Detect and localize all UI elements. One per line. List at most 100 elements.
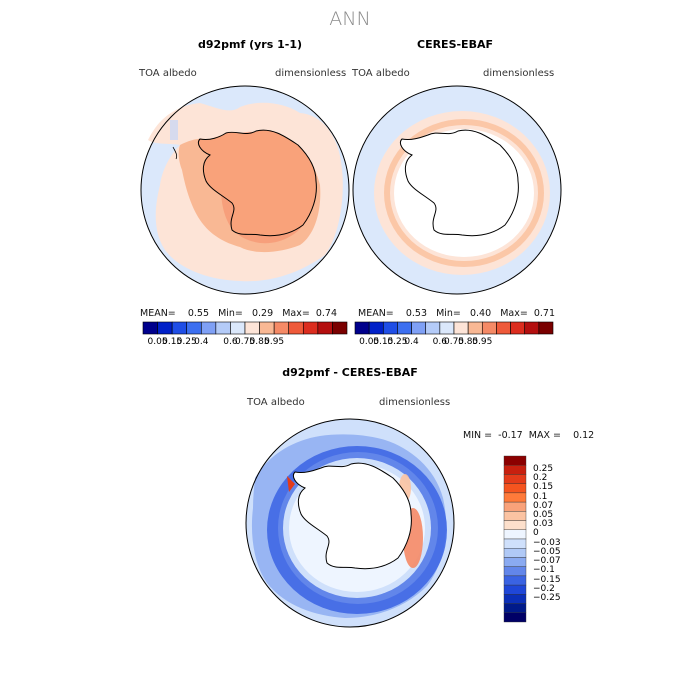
diff-max-value: 0.12 bbox=[573, 430, 595, 441]
panel1-colorbar-ticks: 0.05 0.15 0.25 0.4 0.6 0.75 0.85 0.95 bbox=[143, 337, 347, 349]
colorbar-swatch bbox=[259, 321, 275, 335]
diff-colorbar-tick-label: −0.25 bbox=[533, 592, 561, 603]
colorbar-swatch bbox=[215, 321, 231, 335]
colorbar-swatch bbox=[354, 321, 370, 335]
colorbar-swatch bbox=[538, 321, 554, 335]
panel1-colorbar bbox=[142, 321, 348, 335]
colorbar-swatch bbox=[200, 321, 217, 335]
diff-panel-title: d92pmf - CERES-EBAF bbox=[282, 366, 418, 379]
colorbar-swatch bbox=[524, 321, 540, 335]
diff-colorbar-tick-label: 0.15 bbox=[533, 482, 554, 493]
colorbar-tick-label: 0.85 bbox=[249, 337, 270, 347]
colorbar-swatch bbox=[186, 321, 202, 335]
panel1-max-label: Max= bbox=[282, 308, 310, 319]
panel2-min-value: 0.40 bbox=[469, 308, 492, 319]
panel2-max-value: 0.71 bbox=[533, 308, 555, 319]
colorbar-swatch bbox=[288, 321, 304, 335]
colorbar-tick-label: 0.15 bbox=[373, 337, 394, 347]
panel2-units-label: dimensionless bbox=[483, 68, 555, 79]
diff-colorbar-swatch bbox=[503, 501, 527, 512]
colorbar-tick-label: 0.4 bbox=[194, 337, 209, 347]
colorbar-tick-label: 0.75 bbox=[443, 337, 465, 347]
diff-colorbar-swatch bbox=[503, 529, 527, 540]
diff-colorbar-swatch bbox=[503, 474, 527, 484]
diff-max-label: MAX = bbox=[528, 430, 561, 441]
colorbar-swatch bbox=[397, 321, 412, 335]
diff-colorbar-swatch bbox=[503, 465, 527, 475]
diff-colorbar-tick-label: 0 bbox=[533, 528, 539, 539]
colorbar-tick-label: 0.05 bbox=[359, 337, 380, 347]
panel2-title: CERES-EBAF bbox=[417, 38, 493, 51]
panel2-variable-label: TOA albedo bbox=[352, 68, 410, 79]
panel1-max-value: 0.74 bbox=[315, 308, 337, 319]
colorbar-swatch bbox=[510, 321, 526, 335]
diff-units-label: dimensionless bbox=[379, 397, 451, 408]
colorbar-swatch bbox=[230, 321, 246, 335]
colorbar-swatch bbox=[302, 321, 319, 335]
colorbar-swatch bbox=[244, 321, 260, 335]
diff-min-value: -0.17 bbox=[498, 430, 523, 441]
colorbar-tick-label: 0.75 bbox=[234, 337, 256, 347]
panel2-stats: MEAN= 0.53 Min= 0.40 Max= 0.71 bbox=[358, 308, 555, 319]
diff-colorbar-swatch bbox=[503, 548, 527, 558]
diff-colorbar-swatch bbox=[503, 603, 527, 613]
diff-colorbar-swatch bbox=[503, 575, 527, 586]
diff-colorbar-swatch bbox=[503, 612, 527, 623]
difference-map bbox=[245, 418, 455, 628]
diff-colorbar-tick-label: 0.07 bbox=[533, 500, 554, 511]
diff-colorbar-tick-label: 0.2 bbox=[533, 473, 548, 484]
diff-colorbar-tick-label: 0.25 bbox=[533, 463, 554, 474]
colorbar-swatch bbox=[142, 321, 158, 335]
colorbar-swatch bbox=[496, 321, 511, 335]
diff-colorbar-swatch bbox=[503, 455, 527, 466]
colorbar-swatch bbox=[332, 321, 348, 335]
diff-colorbar-swatch bbox=[503, 566, 527, 577]
colorbar-swatch bbox=[467, 321, 483, 335]
colorbar-tick-label: 0.25 bbox=[176, 337, 197, 347]
panel1-min-label: Min= bbox=[218, 308, 243, 319]
colorbar-tick-label: 0.6 bbox=[223, 337, 238, 347]
colorbar-tick-label: 0.6 bbox=[432, 337, 448, 347]
colorbar-swatch bbox=[317, 321, 333, 335]
diff-colorbar-swatch bbox=[503, 520, 527, 530]
diff-colorbar-swatch bbox=[503, 511, 527, 521]
diff-colorbar-swatch bbox=[503, 557, 527, 567]
diff-colorbar-ticks: 0.25 0.2 0.15 0.1 0.07 0.05 0.03 0 −0.03 −0.05 −0.… bbox=[533, 456, 583, 622]
panel1-mean-value: 0.55 bbox=[187, 308, 210, 319]
diff-colorbar-swatch bbox=[503, 483, 527, 494]
diff-colorbar-tick-label: −0.1 bbox=[533, 565, 555, 576]
diff-stats: MIN = -0.17 MAX = 0.12 bbox=[463, 430, 594, 441]
colorbar-swatch bbox=[382, 321, 398, 335]
diff-colorbar-tick-label: −0.2 bbox=[533, 583, 555, 594]
panel2-min-label: Min= bbox=[436, 308, 461, 319]
diff-min-label: MIN = bbox=[463, 430, 493, 441]
colorbar-swatch bbox=[453, 321, 469, 335]
diff-colorbar-tick-label: 0.1 bbox=[533, 491, 548, 502]
diff-colorbar-tick-label: −0.15 bbox=[533, 574, 561, 585]
diff-colorbar-tick-label: −0.07 bbox=[533, 556, 561, 567]
panel1-stats: MEAN= 0.55 Min= 0.29 Max= 0.74 bbox=[140, 308, 337, 319]
colorbar-swatch bbox=[481, 321, 497, 335]
diff-colorbar-tick-label: −0.03 bbox=[533, 537, 561, 548]
diff-colorbar-tick-label: 0.03 bbox=[533, 519, 554, 530]
diff-colorbar-swatch bbox=[503, 538, 527, 549]
colorbar-tick-label: 0.05 bbox=[147, 337, 168, 347]
diff-colorbar-tick-label: 0.05 bbox=[533, 509, 554, 520]
ceres-albedo-map bbox=[352, 85, 562, 295]
colorbar-tick-label: 0.15 bbox=[162, 337, 183, 347]
colorbar-tick-label: 0.95 bbox=[264, 337, 285, 347]
colorbar-swatch bbox=[273, 321, 290, 335]
diff-colorbar-swatch bbox=[503, 584, 527, 595]
colorbar-tick-label: 0.4 bbox=[404, 337, 419, 347]
diff-variable-label: TOA albedo bbox=[247, 397, 305, 408]
panel2-colorbar-ticks: 0.05 0.15 0.25 0.4 0.6 0.75 0.85 0.95 bbox=[355, 337, 553, 349]
colorbar-swatch bbox=[425, 321, 441, 335]
colorbar-tick-label: 0.95 bbox=[472, 337, 493, 347]
panel2-mean-value: 0.53 bbox=[405, 308, 428, 319]
panel1-variable-label: TOA albedo bbox=[139, 68, 197, 79]
diff-colorbar-tick-label: −0.05 bbox=[533, 546, 561, 557]
colorbar-swatch bbox=[171, 321, 188, 335]
model-albedo-map bbox=[140, 85, 350, 295]
page-title: ANN bbox=[329, 8, 371, 30]
panel2-max-label: Max= bbox=[500, 308, 528, 319]
